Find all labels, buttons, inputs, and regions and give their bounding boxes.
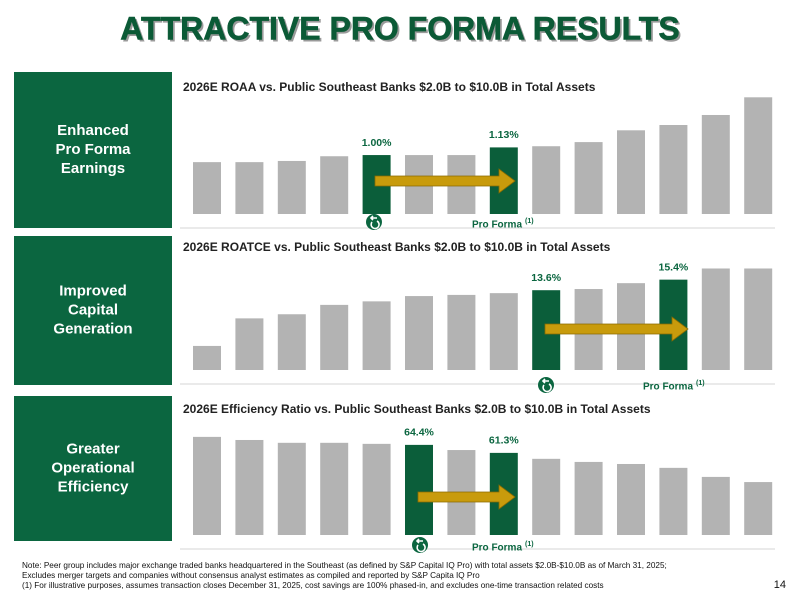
section-panel [14,72,172,228]
bar [320,304,349,370]
value-label: 15.4% [659,261,689,273]
bar [235,162,264,214]
bar [701,114,730,214]
section-label: Enhanced [57,122,129,139]
section-label: Operational [51,459,134,476]
bar [659,125,688,214]
value-label: 61.3% [489,435,519,447]
footnote: (1) For illustrative purposes, assumes t… [22,581,604,590]
bar [405,296,433,370]
footnote: Note: Peer group includes major exchange… [22,561,667,570]
bar [193,436,221,535]
section-panel [14,396,172,541]
bar [701,268,730,370]
chart-title: 2026E ROAA vs. Public Southeast Banks $2… [183,80,596,94]
icon-arrow [369,215,380,230]
bar [405,444,433,535]
bar [744,268,773,370]
bar [277,442,306,535]
annotation: Pro Forma [472,543,522,554]
bar [659,467,688,535]
value-label: 64.4% [404,427,434,439]
section-label: Capital [68,301,118,318]
slide-title: ATTRACTIVE PRO FORMA RESULTS [120,10,679,46]
section-label: Earnings [61,160,125,177]
pro-forma-arrow [374,168,516,194]
pro-forma-arrow [417,484,516,510]
bar [744,482,773,535]
section-label: Greater [66,440,120,457]
bar [574,461,603,535]
value-label: 1.00% [362,137,392,149]
bar [532,458,561,535]
value-label: 13.6% [531,272,561,284]
annotation: Pro Forma [472,220,522,231]
bar [447,294,476,370]
bar [320,442,349,535]
footnote: Excludes merger targets and companies wi… [22,571,480,580]
bar [617,130,645,214]
bar [701,476,730,535]
footnote-marker: (1) [525,218,534,225]
bar [193,162,221,214]
bar [193,345,221,370]
value-label: 1.13% [489,129,519,141]
section-panel [14,236,172,385]
bar [235,439,264,535]
title-shadow: ATTRACTIVE PRO FORMA RESULTS [122,12,681,48]
icon-arrow [541,378,552,393]
section-label: Generation [53,320,132,337]
footnote-marker: (1) [525,541,534,548]
bar [362,443,391,535]
bar [362,301,391,370]
section-label: Efficiency [58,478,130,495]
bar [574,142,603,214]
section-label: Improved [59,282,127,299]
bar [617,463,645,535]
pro-forma-arrow [544,316,689,342]
icon-arrow [415,538,426,553]
annotation: Pro Forma [643,382,693,393]
chart-title: 2026E ROATCE vs. Public Southeast Banks … [183,240,611,254]
bar [489,293,518,370]
bar [235,318,264,370]
bar [532,146,561,214]
bar [744,97,773,214]
bar [320,156,349,214]
bar [277,160,306,214]
chart-title: 2026E Efficiency Ratio vs. Public Southe… [183,402,651,416]
footnote-marker: (1) [696,380,705,387]
bar [277,314,306,370]
section-label: Pro Forma [55,141,131,158]
page-number: 14 [774,579,786,591]
